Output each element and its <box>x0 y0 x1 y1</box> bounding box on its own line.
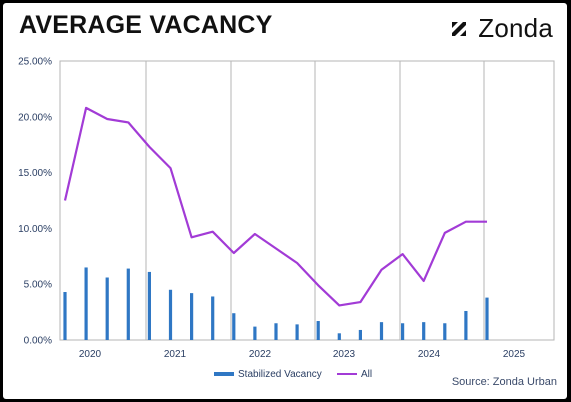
plot-border <box>59 60 555 341</box>
bar <box>105 277 109 340</box>
y-tick-label: 5.00% <box>24 280 52 291</box>
series-line-all <box>63 106 487 307</box>
bar <box>464 310 468 340</box>
bar <box>253 326 257 340</box>
legend-swatch-stabilized <box>214 372 234 376</box>
page-title: AVERAGE VACANCY <box>19 11 273 39</box>
x-tick-label: 2021 <box>164 349 187 360</box>
bar <box>379 322 384 340</box>
y-tick-label: 0.00% <box>24 336 52 347</box>
source-note: Source: Zonda Urban <box>451 376 557 388</box>
legend-label-all: All <box>361 369 372 380</box>
vacancy-chart: 0.00% 5.00% 10.00% 15.00% 20.00% 25.00% 2020 20… <box>18 57 555 380</box>
bar <box>126 268 130 340</box>
chart-card: AVERAGE VACANCY Zonda 0.00% 5.00% 10.00% 15… <box>3 3 567 399</box>
x-tick-label: 2025 <box>503 349 526 360</box>
bar <box>422 322 426 340</box>
bar <box>295 324 299 340</box>
bar <box>316 321 320 340</box>
y-tick-label: 25.00% <box>18 57 52 68</box>
bar <box>211 296 215 340</box>
bar <box>358 329 362 340</box>
x-tick-label: 2020 <box>79 349 102 360</box>
bar <box>84 267 88 340</box>
bar <box>190 293 194 340</box>
plot-area: 0.00% 5.00% 10.00% 15.00% 20.00% 25.00% 2020 20… <box>18 57 555 360</box>
legend: Stabilized Vacancy All <box>214 369 372 380</box>
legend-label-stabilized: Stabilized Vacancy <box>238 369 322 380</box>
bar <box>274 323 278 340</box>
x-tick-label: 2022 <box>249 349 272 360</box>
bar <box>168 289 173 340</box>
y-tick-label: 20.00% <box>18 112 52 123</box>
bar <box>147 271 151 340</box>
bar <box>401 323 405 340</box>
y-tick-label: 10.00% <box>18 224 52 235</box>
bar <box>232 313 236 340</box>
logo-text: Zonda <box>478 13 553 43</box>
bar <box>485 297 489 340</box>
bar <box>443 323 447 340</box>
x-tick-label: 2023 <box>333 349 356 360</box>
zonda-logo: Zonda <box>447 13 553 44</box>
zonda-z-icon <box>452 21 467 36</box>
x-tick-label: 2024 <box>418 349 441 360</box>
y-tick-label: 15.00% <box>18 168 52 179</box>
bar <box>337 333 341 340</box>
bar <box>63 292 67 340</box>
